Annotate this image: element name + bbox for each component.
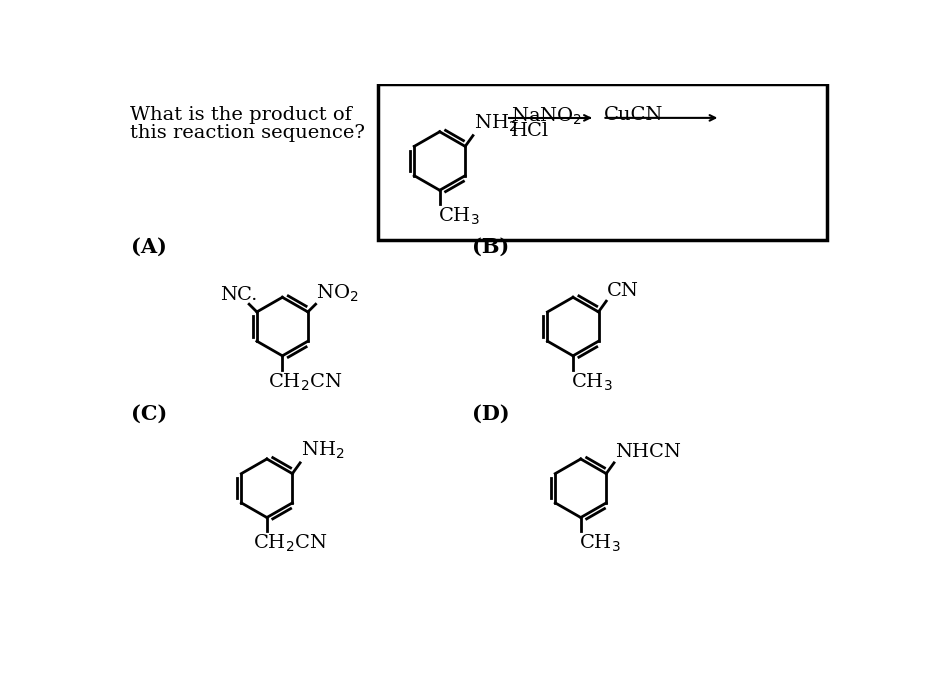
Text: NH$_2$: NH$_2$: [474, 113, 518, 134]
Text: CuCN: CuCN: [604, 106, 663, 124]
Text: CH$_2$CN: CH$_2$CN: [253, 533, 328, 554]
Text: this reaction sequence?: this reaction sequence?: [130, 124, 365, 142]
Text: NaNO$_2$: NaNO$_2$: [511, 106, 582, 127]
Text: NO$_2$: NO$_2$: [317, 283, 359, 304]
Text: (C): (C): [131, 403, 168, 424]
Bar: [378, 84, 827, 239]
Text: CN: CN: [607, 281, 639, 300]
Text: (A): (A): [131, 237, 167, 256]
Text: What is the product of: What is the product of: [130, 106, 352, 124]
Text: CH$_3$: CH$_3$: [438, 206, 480, 227]
Text: HCl: HCl: [511, 122, 549, 140]
Text: NH$_2$: NH$_2$: [301, 440, 344, 461]
Text: CH$_2$CN: CH$_2$CN: [269, 371, 343, 393]
Text: NHCN: NHCN: [615, 443, 681, 461]
Text: NC.: NC.: [219, 286, 257, 304]
Text: CH$_3$: CH$_3$: [579, 533, 620, 554]
Text: (D): (D): [472, 403, 510, 424]
Text: CH$_3$: CH$_3$: [571, 371, 613, 393]
Text: (B): (B): [472, 237, 509, 256]
